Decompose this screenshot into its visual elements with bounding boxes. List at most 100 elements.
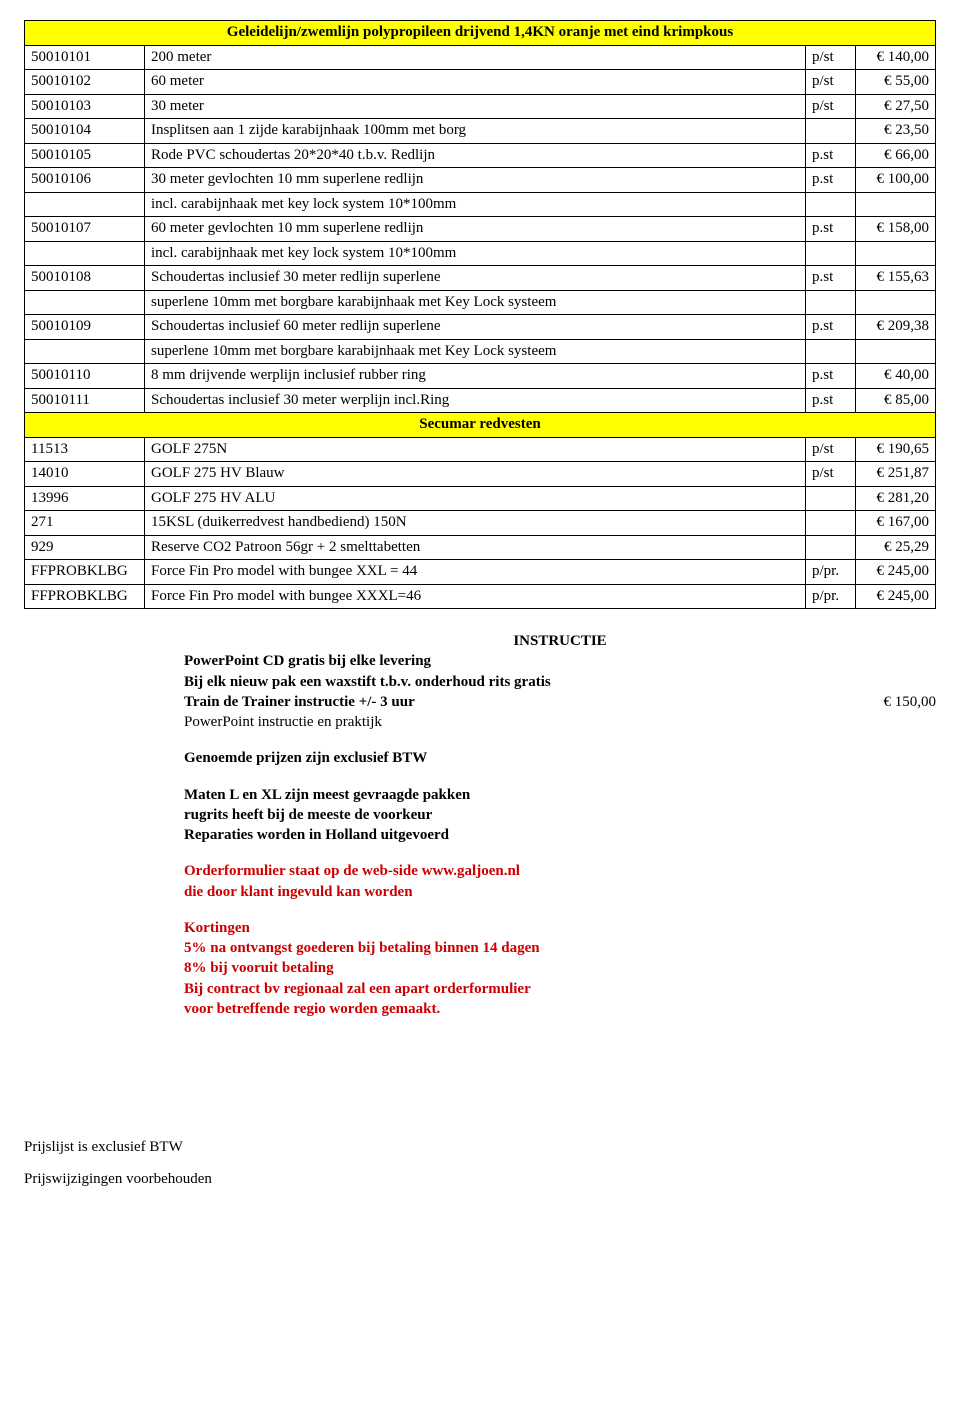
price-table: Geleidelijn/zwemlijn polypropileen drijv… [24,20,936,609]
table-row: 500101108 mm drijvende werplijn inclusie… [25,364,936,389]
kort-2: 8% bij vooruit betaling [24,958,936,978]
cell-unit: p/st [805,94,855,119]
cell-price: € 27,50 [855,94,935,119]
cell-unit: p.st [805,266,855,291]
cell-code [25,241,145,266]
table-sub-row: incl. carabijnhaak met key lock system 1… [25,241,936,266]
cell-price: € 25,29 [855,535,935,560]
maten-2: rugrits heeft bij de meeste de voorkeur [24,805,936,825]
cell-unit: p.st [805,168,855,193]
cell-desc: Insplitsen aan 1 zijde karabijnhaak 100m… [145,119,806,144]
cell-unit: p.st [805,388,855,413]
cell-desc: 30 meter gevlochten 10 mm superlene redl… [145,168,806,193]
footer: Prijslijst is exclusief BTW Prijswijzigi… [24,1139,936,1188]
cell-price: € 245,00 [855,560,935,585]
cell-code: 11513 [25,437,145,462]
instructie-heading: INSTRUCTIE [24,631,936,651]
table-row: 50010105Rode PVC schoudertas 20*20*40 t.… [25,143,936,168]
cell-price: € 167,00 [855,511,935,536]
btw-line: Genoemde prijzen zijn exclusief BTW [24,748,936,768]
table-row: 11513GOLF 275Np/st€ 190,65 [25,437,936,462]
cell-code: 14010 [25,462,145,487]
cell-price: € 158,00 [855,217,935,242]
cell-price: € 190,65 [855,437,935,462]
cell-price: € 23,50 [855,119,935,144]
section-title: Secumar redvesten [25,413,936,438]
cell-desc: GOLF 275N [145,437,806,462]
cell-desc: 60 meter [145,70,806,95]
cell-desc: 60 meter gevlochten 10 mm superlene redl… [145,217,806,242]
footer-line-1: Prijslijst is exclusief BTW [24,1139,936,1156]
table-row: 5001010260 meterp/st€ 55,00 [25,70,936,95]
table-sub-row: incl. carabijnhaak met key lock system 1… [25,192,936,217]
cell-unit: p/pr. [805,584,855,609]
cell-code: 50010104 [25,119,145,144]
order-1: Orderformulier staat op de web-side www.… [24,861,936,881]
cell-price: € 281,20 [855,486,935,511]
cell-price: € 155,63 [855,266,935,291]
cell-unit: p/st [805,45,855,70]
section-header: Secumar redvesten [25,413,936,438]
kort-1: 5% na ontvangst goederen bij betaling bi… [24,938,936,958]
info-block: INSTRUCTIE PowerPoint CD gratis bij elke… [24,631,936,1019]
cell-price [855,241,935,266]
table-row: 13996GOLF 275 HV ALU€ 281,20 [25,486,936,511]
cell-desc: Force Fin Pro model with bungee XXXL=46 [145,584,806,609]
table-sub-row: superlene 10mm met borgbare karabijnhaak… [25,339,936,364]
cell-code: 50010109 [25,315,145,340]
table-row: 50010109Schoudertas inclusief 60 meter r… [25,315,936,340]
cell-code: 50010108 [25,266,145,291]
cell-unit: p.st [805,315,855,340]
table-row: 50010111Schoudertas inclusief 30 meter w… [25,388,936,413]
order-2: die door klant ingevuld kan worden [24,882,936,902]
kort-4: voor betreffende regio worden gemaakt. [24,999,936,1019]
cell-unit [805,192,855,217]
cell-desc: 15KSL (duikerredvest handbediend) 150N [145,511,806,536]
cell-unit [805,339,855,364]
table-row: 50010101200 meterp/st€ 140,00 [25,45,936,70]
cell-price: € 251,87 [855,462,935,487]
cell-price: € 100,00 [855,168,935,193]
cell-code [25,339,145,364]
cell-sub-desc: superlene 10mm met borgbare karabijnhaak… [145,339,806,364]
cell-price: € 140,00 [855,45,935,70]
kort-heading: Kortingen [24,918,936,938]
cell-desc: 30 meter [145,94,806,119]
cell-unit: p.st [805,364,855,389]
cell-code: 50010107 [25,217,145,242]
table-row: FFPROBKLBGForce Fin Pro model with bunge… [25,560,936,585]
cell-code: 13996 [25,486,145,511]
cell-code: 271 [25,511,145,536]
cell-code: 50010106 [25,168,145,193]
cell-price: € 66,00 [855,143,935,168]
table-row: 5001010630 meter gevlochten 10 mm superl… [25,168,936,193]
cell-price: € 245,00 [855,584,935,609]
section-header: Geleidelijn/zwemlijn polypropileen drijv… [25,21,936,46]
cell-code [25,290,145,315]
cell-code: FFPROBKLBG [25,560,145,585]
cell-unit [805,486,855,511]
cell-price: € 40,00 [855,364,935,389]
cell-desc: Rode PVC schoudertas 20*20*40 t.b.v. Red… [145,143,806,168]
cell-unit: p.st [805,143,855,168]
cell-unit: p.st [805,217,855,242]
footer-line-2: Prijswijzigingen voorbehouden [24,1171,936,1188]
cell-code: 50010111 [25,388,145,413]
train-label: Train de Trainer instructie +/- 3 uur [184,692,415,712]
cell-sub-desc: incl. carabijnhaak met key lock system 1… [145,192,806,217]
cell-unit: p/st [805,462,855,487]
cell-price: € 209,38 [855,315,935,340]
train-price: € 150,00 [884,692,937,712]
cell-unit [805,511,855,536]
cell-unit [805,535,855,560]
cell-unit [805,241,855,266]
cell-code: FFPROBKLBG [25,584,145,609]
cell-unit: p/st [805,437,855,462]
info-line-1: PowerPoint CD gratis bij elke levering [24,651,936,671]
cell-desc: Reserve CO2 Patroon 56gr + 2 smelttabett… [145,535,806,560]
cell-desc: Schoudertas inclusief 30 meter werplijn … [145,388,806,413]
cell-price [855,290,935,315]
cell-code: 50010105 [25,143,145,168]
cell-unit: p/st [805,70,855,95]
cell-code: 50010103 [25,94,145,119]
